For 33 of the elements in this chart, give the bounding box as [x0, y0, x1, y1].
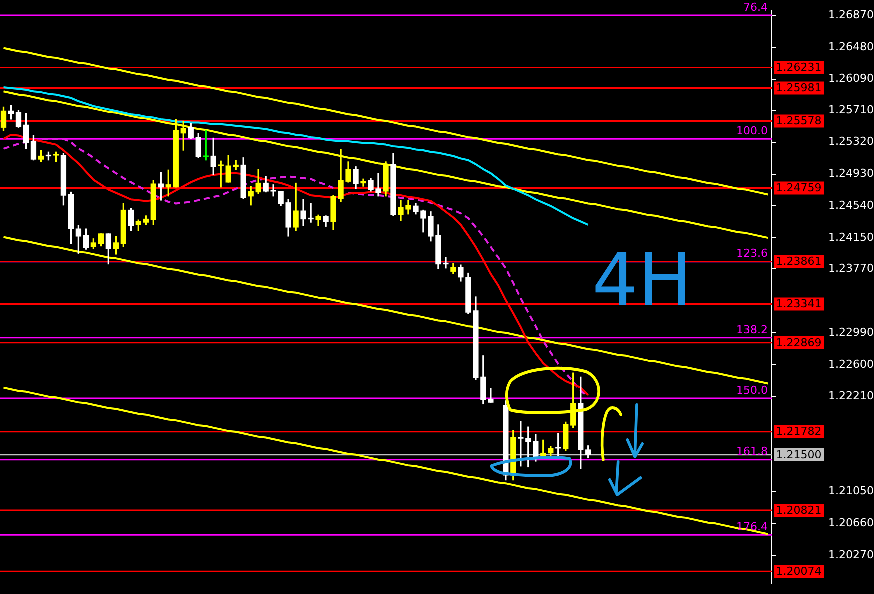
y-tick-label: 1.22210	[828, 390, 874, 403]
y-tick-label: 1.26480	[828, 40, 874, 54]
ref-line-label: 1.23861	[776, 255, 822, 268]
annotation: 138.2	[736, 323, 768, 336]
y-tick-label: 1.21050	[828, 484, 874, 498]
y-tick-label: 1.20660	[828, 516, 874, 530]
annotation: 76.4	[744, 0, 768, 14]
ref-line-label: 1.25981	[776, 82, 822, 95]
ref-line-label: 1.22869	[776, 336, 822, 350]
y-tick-label: 1.25710	[828, 103, 874, 116]
annotation: 123.6	[736, 247, 768, 260]
ref-line-label: 1.21500	[776, 448, 822, 462]
ref-line-label: 1.23341	[776, 298, 822, 311]
ref-line-label: 1.25578	[776, 114, 822, 128]
ref-line-label: 1.24759	[776, 182, 822, 195]
ref-line-label: 1.21782	[776, 425, 822, 438]
annotation: 150.0	[736, 384, 768, 397]
ref-line-label: 1.20821	[776, 504, 822, 517]
ref-line-label: 1.20074	[776, 564, 822, 578]
ref-line-label: 1.26231	[776, 61, 822, 74]
y-tick-label: 1.26870	[828, 8, 874, 22]
annotation: 4H	[592, 238, 692, 322]
y-tick-label: 1.24540	[828, 199, 874, 212]
annotation: 100.0	[736, 124, 768, 138]
y-tick-label: 1.26090	[828, 72, 874, 86]
y-tick-label: 1.24150	[828, 230, 874, 244]
y-tick-label: 1.22990	[828, 326, 874, 339]
y-tick-label: 1.20270	[828, 548, 874, 562]
y-tick-label: 1.25320	[828, 135, 874, 148]
y-tick-label: 1.22600	[828, 358, 874, 371]
y-tick-label: 1.23770	[828, 262, 874, 276]
annotation: 176.4	[736, 520, 768, 534]
y-tick-label: 1.24930	[828, 167, 874, 180]
